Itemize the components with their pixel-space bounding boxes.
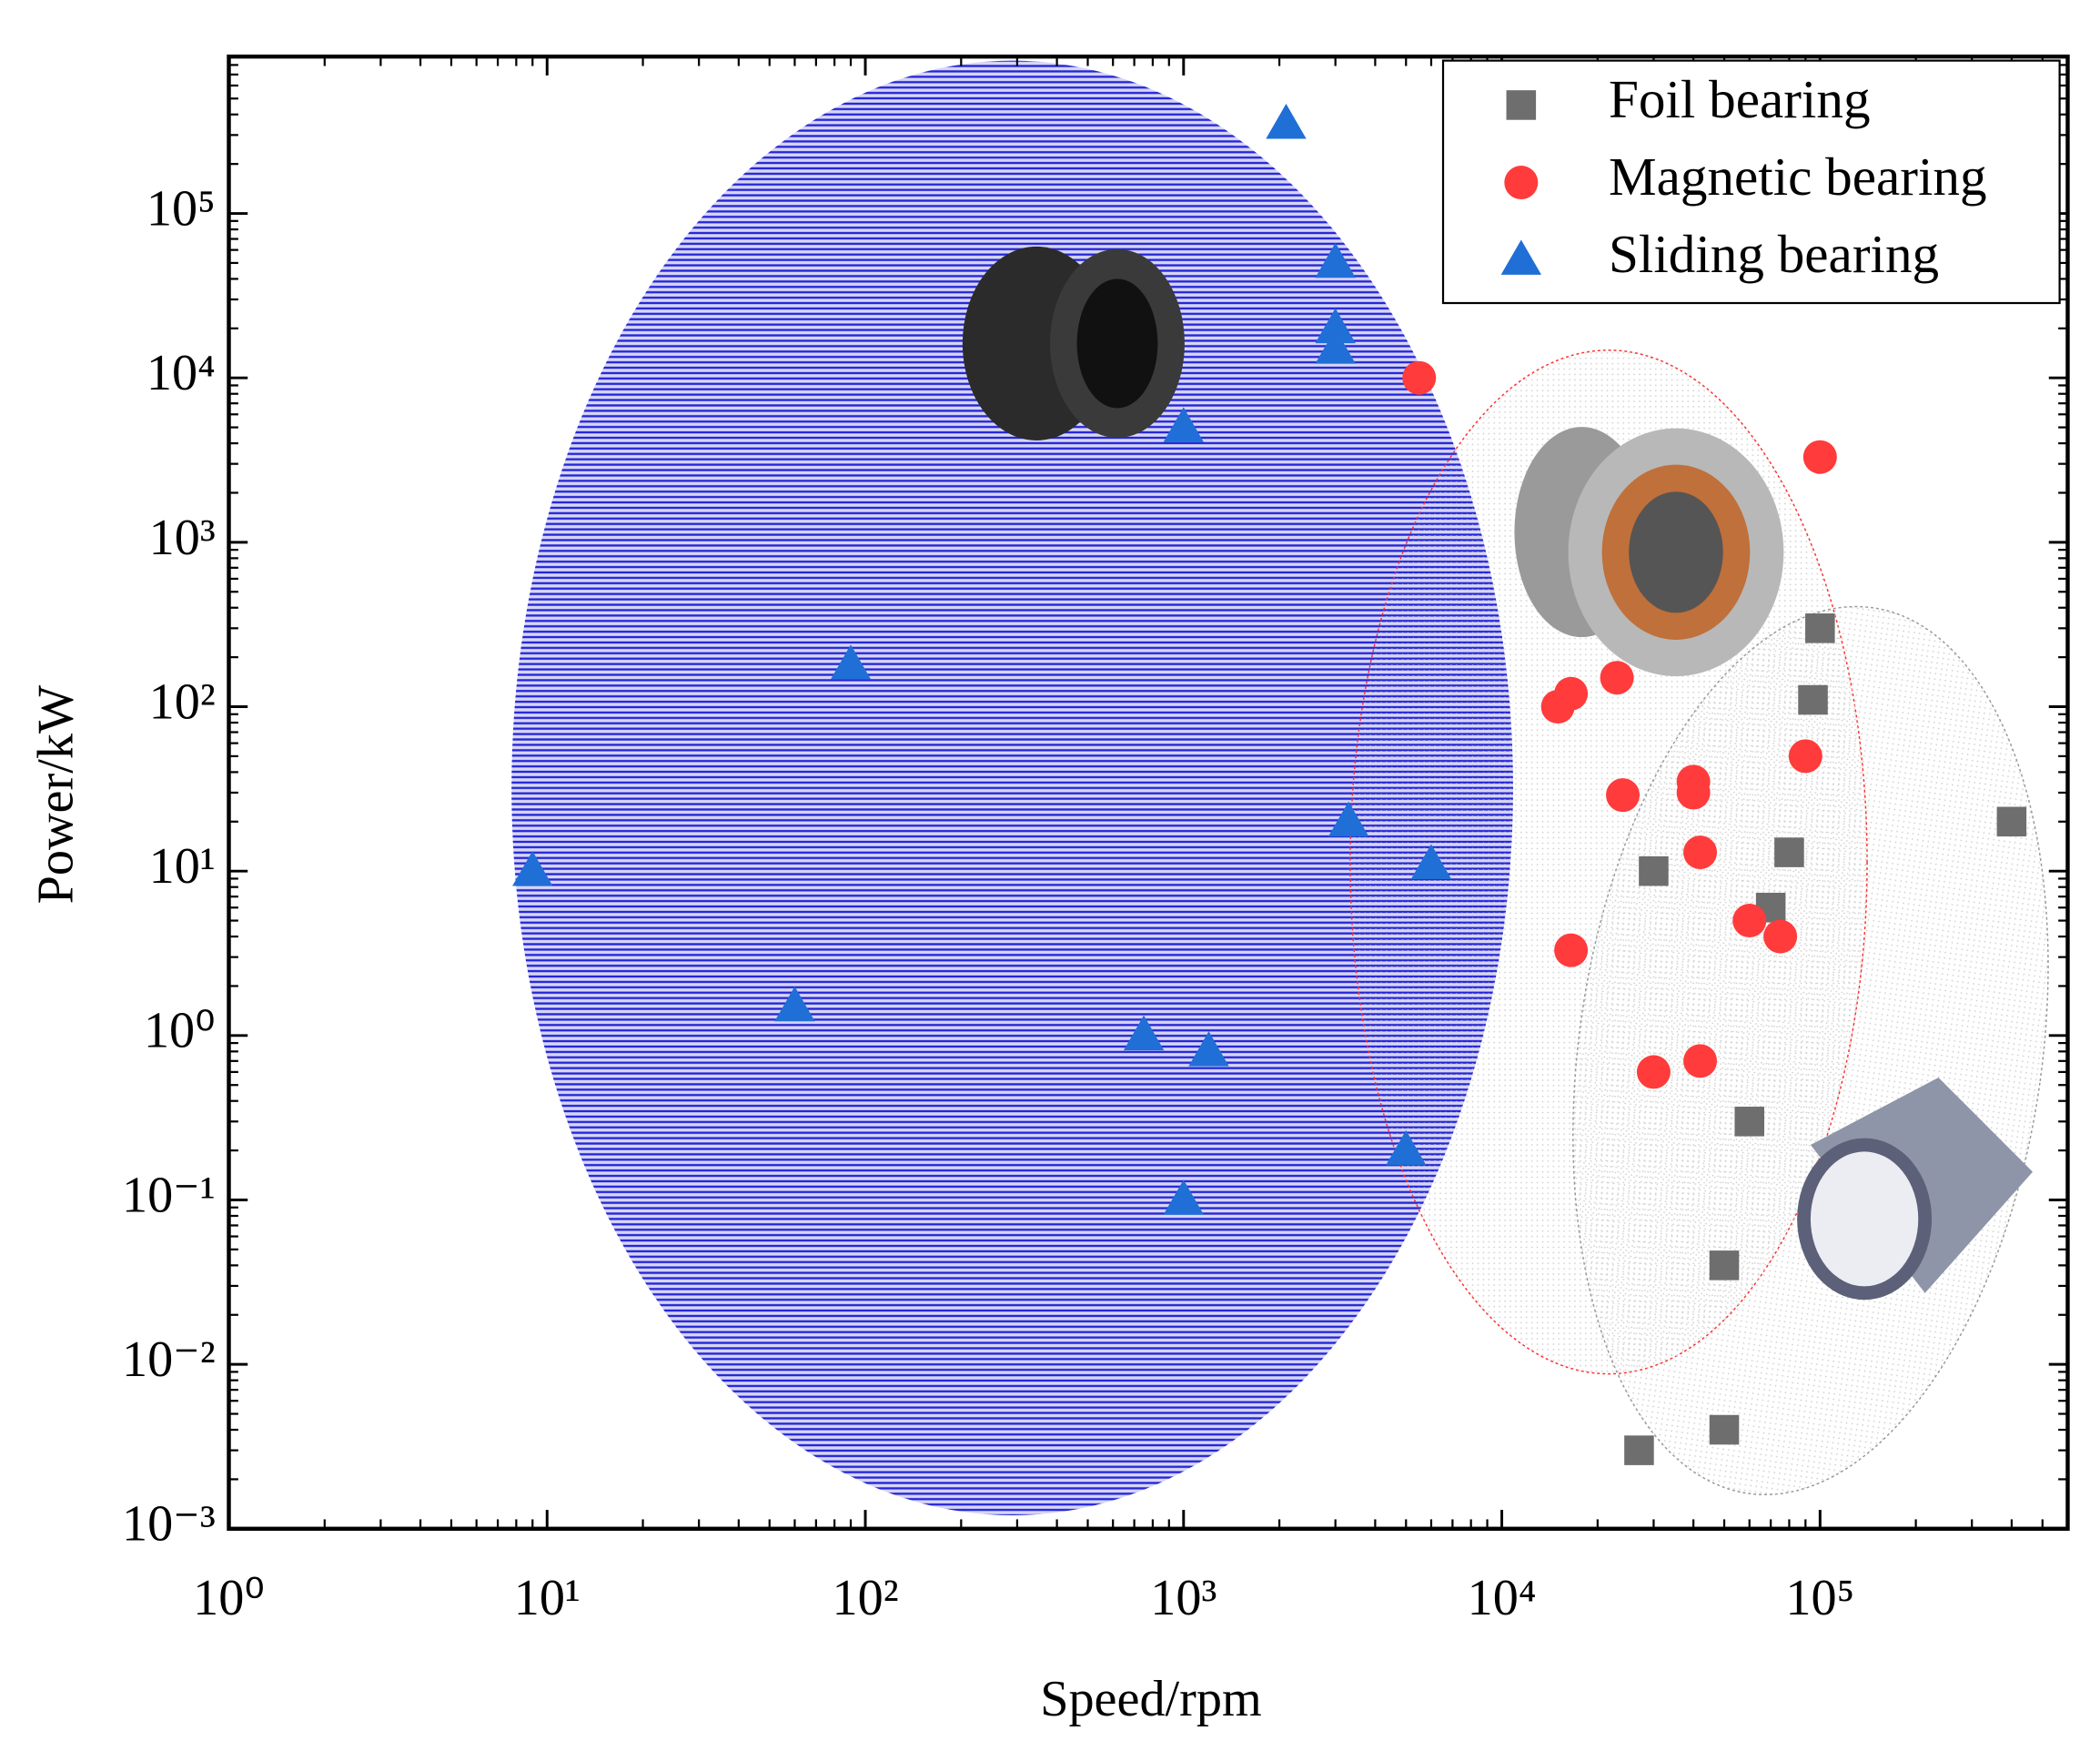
- marker-circle: [1683, 835, 1718, 870]
- x-tick-label: 10²: [833, 1570, 899, 1626]
- marker-square: [1805, 613, 1835, 643]
- marker-circle: [1554, 933, 1589, 967]
- marker-triangle: [830, 644, 872, 680]
- legend-marker: [1500, 239, 1542, 275]
- marker-circle: [1402, 360, 1437, 395]
- foil-bearing-image: [1797, 1078, 2034, 1301]
- marker-triangle: [1315, 308, 1356, 344]
- legend-label: Foil bearing: [1609, 69, 1871, 129]
- marker-triangle: [1163, 1179, 1204, 1215]
- marker-square: [1639, 855, 1669, 886]
- magnetic-bearing-image: [1514, 427, 1784, 676]
- marker-square: [1624, 1435, 1654, 1465]
- marker-square: [1798, 684, 1828, 715]
- marker-triangle: [1328, 801, 1369, 837]
- y-axis-label: Power/kW: [27, 685, 84, 904]
- marker-circle: [1683, 1044, 1718, 1078]
- marker-circle: [1636, 1055, 1671, 1089]
- x-tick-label: 10⁵: [1785, 1570, 1854, 1626]
- marker-circle: [1802, 440, 1837, 474]
- legend-marker: [1504, 166, 1539, 200]
- y-tick-label: 10¹: [149, 838, 216, 895]
- marker-triangle: [1163, 407, 1204, 442]
- y-tick-label: 10⁵: [146, 180, 216, 237]
- marker-circle: [1676, 775, 1711, 810]
- marker-circle: [1788, 739, 1822, 774]
- legend: Foil bearing Magnetic bearing Sliding bear…: [1441, 59, 2061, 305]
- bearing-images: [962, 246, 2034, 1301]
- x-tick-label: 10⁴: [1468, 1570, 1537, 1626]
- marker-square: [1774, 837, 1804, 867]
- sliding-bearing-image: [962, 246, 1185, 440]
- y-tick-label: 10²: [149, 673, 216, 730]
- marker-circle: [1554, 676, 1589, 711]
- marker-circle: [1732, 904, 1767, 938]
- y-tick-label: 10⁻³: [122, 1496, 216, 1553]
- marker-circle: [1606, 778, 1641, 813]
- y-tick-label: 10⁰: [144, 1003, 216, 1059]
- y-tick-label: 10⁻¹: [122, 1167, 216, 1223]
- y-tick-label: 10⁴: [146, 345, 216, 401]
- marker-triangle: [1410, 844, 1452, 879]
- x-tick-label: 10⁰: [193, 1570, 265, 1626]
- x-axis-label: Speed/rpm: [1040, 1671, 1262, 1727]
- marker-triangle: [512, 850, 553, 886]
- marker-triangle: [774, 986, 815, 1022]
- marker-square: [1734, 1107, 1765, 1137]
- marker-triangle: [1266, 104, 1307, 139]
- marker-triangle: [1315, 242, 1356, 278]
- marker-circle: [1600, 661, 1634, 695]
- x-tick-label: 10³: [1150, 1570, 1217, 1626]
- y-tick-label: 10⁻²: [122, 1331, 216, 1388]
- marker-square: [1709, 1414, 1740, 1445]
- marker-triangle: [1315, 329, 1356, 364]
- sliding-region: [511, 60, 1513, 1516]
- marker-triangle: [1123, 1015, 1165, 1051]
- legend-box: [1441, 59, 2061, 305]
- marker-triangle: [1386, 1129, 1427, 1166]
- marker-square: [1709, 1250, 1740, 1280]
- x-tick-label: 10¹: [514, 1570, 581, 1626]
- marker-circle: [1763, 919, 1798, 954]
- legend-label: Sliding bearing: [1609, 224, 1939, 284]
- marker-square: [1996, 806, 2027, 837]
- legend-label: Magnetic bearing: [1609, 147, 1987, 207]
- marker-triangle: [1188, 1031, 1229, 1067]
- y-tick-label: 10³: [149, 510, 216, 566]
- legend-marker: [1506, 90, 1537, 120]
